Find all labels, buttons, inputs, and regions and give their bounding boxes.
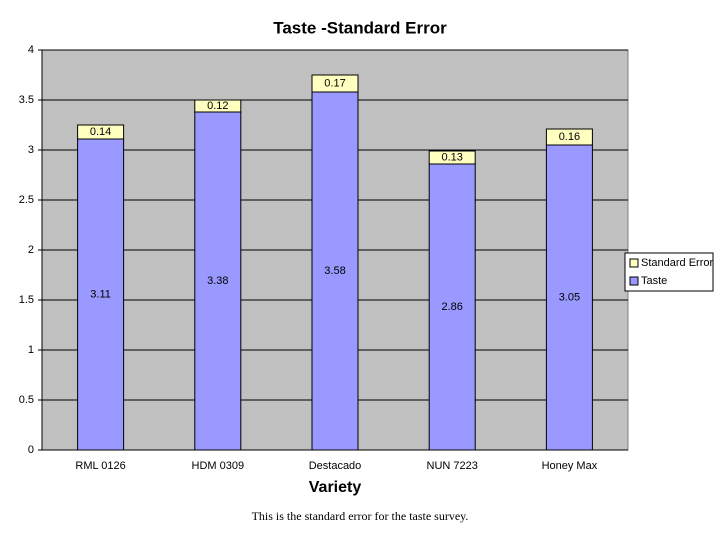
data-label: 3.58 xyxy=(324,265,345,277)
bar-segment xyxy=(545,128,593,146)
data-label: 3.38 xyxy=(207,275,228,287)
bar-segment xyxy=(77,138,125,451)
y-tick-label: 3 xyxy=(28,144,34,156)
data-label: 0.12 xyxy=(207,100,228,112)
x-tick-label: HDM 0309 xyxy=(192,460,245,472)
y-tick-label: 2 xyxy=(28,244,34,256)
bar-segment xyxy=(311,91,359,451)
chart-title: Taste -Standard Error xyxy=(273,18,447,37)
data-label: 0.16 xyxy=(559,131,580,143)
data-label: 3.05 xyxy=(559,291,580,303)
bar-segment xyxy=(428,150,476,165)
data-label: 0.13 xyxy=(441,151,462,163)
bar-segment xyxy=(194,99,242,113)
legend-swatch xyxy=(629,276,639,286)
x-tick-label: Honey Max xyxy=(542,460,598,472)
y-tick-label: 4 xyxy=(28,44,34,56)
bar-segment xyxy=(545,144,593,451)
x-tick-label: RML 0126 xyxy=(75,460,125,472)
x-axis-title: Variety xyxy=(309,479,362,496)
data-label: 2.86 xyxy=(441,301,462,313)
y-tick-label: 3.5 xyxy=(19,94,34,106)
y-tick-label: 1.5 xyxy=(19,294,34,306)
caption: This is the standard error for the taste… xyxy=(252,509,469,523)
legend-swatch xyxy=(629,258,639,268)
bar-segment xyxy=(77,124,125,140)
legend-label: Standard Error xyxy=(641,257,713,269)
data-label: 3.11 xyxy=(90,288,111,300)
data-label: 0.14 xyxy=(90,126,111,138)
data-label: 0.17 xyxy=(324,77,345,89)
legend-box xyxy=(624,252,714,292)
x-tick-label: Destacado xyxy=(309,460,362,472)
bar-segment xyxy=(311,74,359,93)
x-tick-label: NUN 7223 xyxy=(427,460,478,472)
y-tick-label: 0 xyxy=(28,444,34,456)
y-tick-label: 0.5 xyxy=(19,394,34,406)
legend-label: Taste xyxy=(641,275,667,287)
y-tick-label: 1 xyxy=(28,344,34,356)
y-tick-label: 2.5 xyxy=(19,194,34,206)
bar-segment xyxy=(194,111,242,451)
bar-segment xyxy=(428,163,476,451)
